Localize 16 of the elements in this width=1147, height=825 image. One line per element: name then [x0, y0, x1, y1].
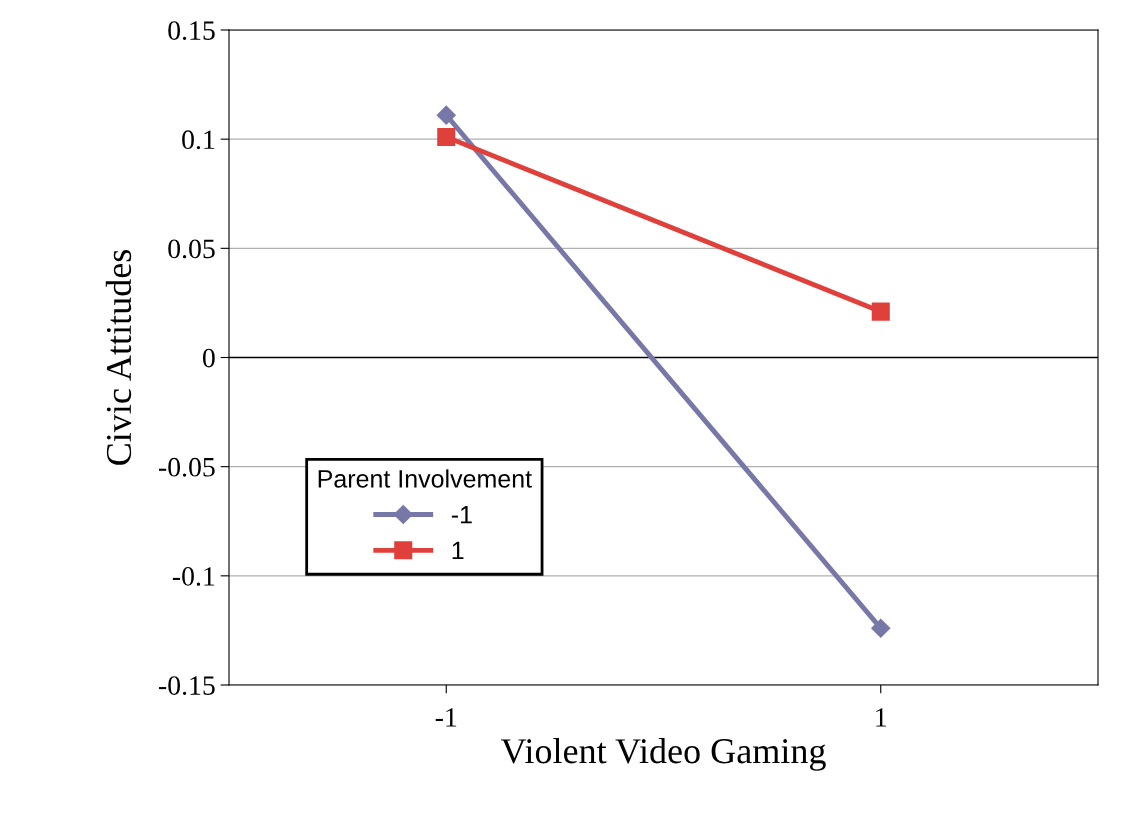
y-tick-label: 0.1: [182, 130, 215, 150]
point: [871, 302, 890, 321]
y-tick-label: 0: [202, 348, 215, 368]
y-axis-title: Civic Attitudes: [105, 249, 132, 465]
y-tick-label: -0.05: [158, 457, 215, 477]
y-tick-label: 0.15: [168, 21, 215, 41]
point: [436, 105, 456, 125]
y-tick-label: -0.15: [158, 676, 215, 696]
x-axis-title: Violent Video Gaming: [500, 737, 826, 771]
legend-label: 1: [452, 541, 464, 560]
y-tick-label: -0.1: [172, 567, 215, 586]
legend-label: -1: [451, 506, 472, 524]
legend-title: Parent Involvement: [318, 469, 532, 488]
point: [871, 618, 891, 638]
point: [437, 127, 456, 147]
y-tick-label: 0.05: [168, 239, 215, 259]
